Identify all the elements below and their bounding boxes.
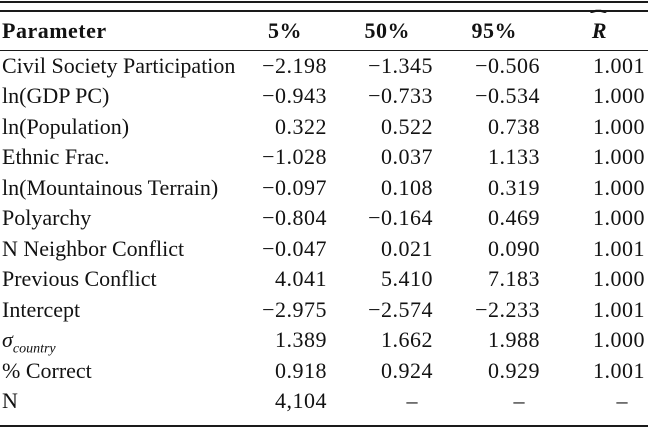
value-cell: −2.233 — [475, 296, 540, 322]
value-cell: 1.389 — [275, 327, 327, 353]
param-cell: Ethnic Frac. — [2, 144, 110, 170]
value-cell: 1.000 — [593, 205, 645, 231]
value-cell: 1.000 — [593, 144, 645, 170]
param-cell: Civil Society Participation — [2, 52, 236, 78]
table-row: Civil Society Participation −2.198 −1.345 −… — [0, 50, 648, 81]
table-row: ln(GDP PC) −0.943 −0.733 −0.534 1.000 — [0, 81, 648, 112]
value-cell: 0.037 — [381, 144, 433, 170]
value-cell: – — [406, 388, 418, 414]
table-row: Ethnic Frac. −1.028 0.037 1.133 1.000 — [0, 142, 648, 173]
param-cell: N Neighbor Conflict — [2, 235, 185, 261]
value-cell: −0.506 — [475, 52, 540, 78]
value-cell: 1.662 — [381, 327, 433, 353]
value-cell: 0.918 — [275, 357, 327, 383]
value-cell: – — [513, 388, 525, 414]
table-row: N Neighbor Conflict −0.047 0.021 0.090 1.001 — [0, 234, 648, 265]
param-cell-sigma-country: σcountry — [0, 325, 226, 356]
table-row: ln(Population) 0.322 0.522 0.738 1.000 — [0, 112, 648, 143]
param-cell: ln(Population) — [2, 113, 130, 139]
value-cell: −0.534 — [475, 83, 540, 109]
value-cell: 0.522 — [381, 113, 433, 139]
header-5th-percentile: 5% — [226, 11, 327, 51]
param-cell: ln(GDP PC) — [2, 83, 110, 109]
value-cell: 0.108 — [381, 174, 433, 200]
table-row: Intercept −2.975 −2.574 −2.233 1.001 — [0, 295, 648, 326]
value-cell: −0.097 — [262, 174, 327, 200]
value-cell: −0.164 — [368, 205, 433, 231]
header-95th-percentile: 95% — [433, 11, 540, 51]
rhat-hat-accent: ˆ — [590, 6, 609, 29]
sigma-symbol: σ — [2, 327, 13, 353]
value-cell: 0.929 — [488, 357, 540, 383]
value-cell: 0.322 — [275, 113, 327, 139]
value-cell: – — [616, 388, 628, 414]
value-cell: −0.047 — [262, 235, 327, 261]
header-50th-percentile: 50% — [327, 11, 433, 51]
param-cell: Previous Conflict — [2, 266, 157, 292]
sigma-subscript: country — [12, 341, 56, 357]
value-cell: −2.975 — [262, 296, 327, 322]
value-cell: 1.000 — [593, 327, 645, 353]
table-row: % Correct 0.918 0.924 0.929 1.001 — [0, 356, 648, 387]
value-cell: −1.028 — [262, 144, 327, 170]
value-cell: 0.738 — [488, 113, 540, 139]
value-cell: 1.000 — [593, 113, 645, 139]
value-cell: −2.198 — [262, 52, 327, 78]
value-cell: 7.183 — [488, 266, 540, 292]
table-row: σcountry 1.389 1.662 1.988 1.000 — [0, 325, 648, 356]
header-parameter: Parameter — [0, 11, 226, 51]
table-row: Previous Conflict 4.041 5.410 7.183 1.000 — [0, 264, 648, 295]
value-cell: 0.924 — [381, 357, 433, 383]
param-cell: Intercept — [2, 296, 81, 322]
value-cell: 0.319 — [488, 174, 540, 200]
value-cell: 1.001 — [593, 52, 645, 78]
value-cell: −0.733 — [368, 83, 433, 109]
value-cell: 4,104 — [275, 388, 327, 414]
table-row: Polyarchy −0.804 −0.164 0.469 1.000 — [0, 203, 648, 234]
value-cell: 0.021 — [381, 235, 433, 261]
table-row: ln(Mountainous Terrain) −0.097 0.108 0.319 1… — [0, 173, 648, 204]
results-table-body: Civil Society Participation −2.198 −1.345 −… — [0, 50, 648, 417]
param-cell: % Correct — [2, 357, 92, 383]
value-cell: 0.469 — [488, 205, 540, 231]
param-cell: Polyarchy — [2, 205, 92, 231]
value-cell: 1.000 — [593, 174, 645, 200]
value-cell: 1.000 — [593, 266, 645, 292]
value-cell: 1.001 — [593, 296, 645, 322]
value-cell: 1.988 — [488, 327, 540, 353]
value-cell: 5.410 — [381, 266, 433, 292]
param-cell: ln(Mountainous Terrain) — [2, 174, 219, 200]
bottom-double-rule — [0, 424, 648, 429]
value-cell: −1.345 — [368, 52, 433, 78]
value-cell: 4.041 — [275, 266, 327, 292]
rhat-base-letter: R — [591, 17, 607, 43]
param-cell: N — [2, 388, 18, 414]
table-row: N 4,104 – – – — [0, 386, 648, 417]
top-double-rule — [0, 1, 648, 12]
value-cell: −0.804 — [262, 205, 327, 231]
value-cell: −0.943 — [262, 83, 327, 109]
value-cell: −2.574 — [368, 296, 433, 322]
value-cell: 1.133 — [488, 144, 540, 170]
value-cell: 1.001 — [593, 235, 645, 261]
value-cell: 0.090 — [488, 235, 540, 261]
value-cell: 1.001 — [593, 357, 645, 383]
value-cell: 1.000 — [593, 83, 645, 109]
